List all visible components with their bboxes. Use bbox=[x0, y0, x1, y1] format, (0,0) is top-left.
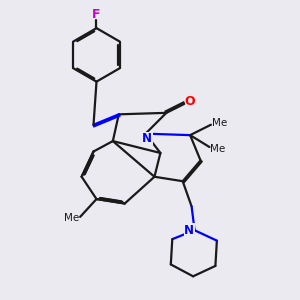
Text: Me: Me bbox=[64, 213, 79, 224]
Text: N: N bbox=[184, 224, 194, 237]
Text: N: N bbox=[142, 132, 152, 145]
Text: O: O bbox=[184, 95, 195, 108]
Text: F: F bbox=[92, 8, 101, 21]
Text: Me: Me bbox=[212, 118, 227, 128]
Text: Me: Me bbox=[210, 144, 225, 154]
